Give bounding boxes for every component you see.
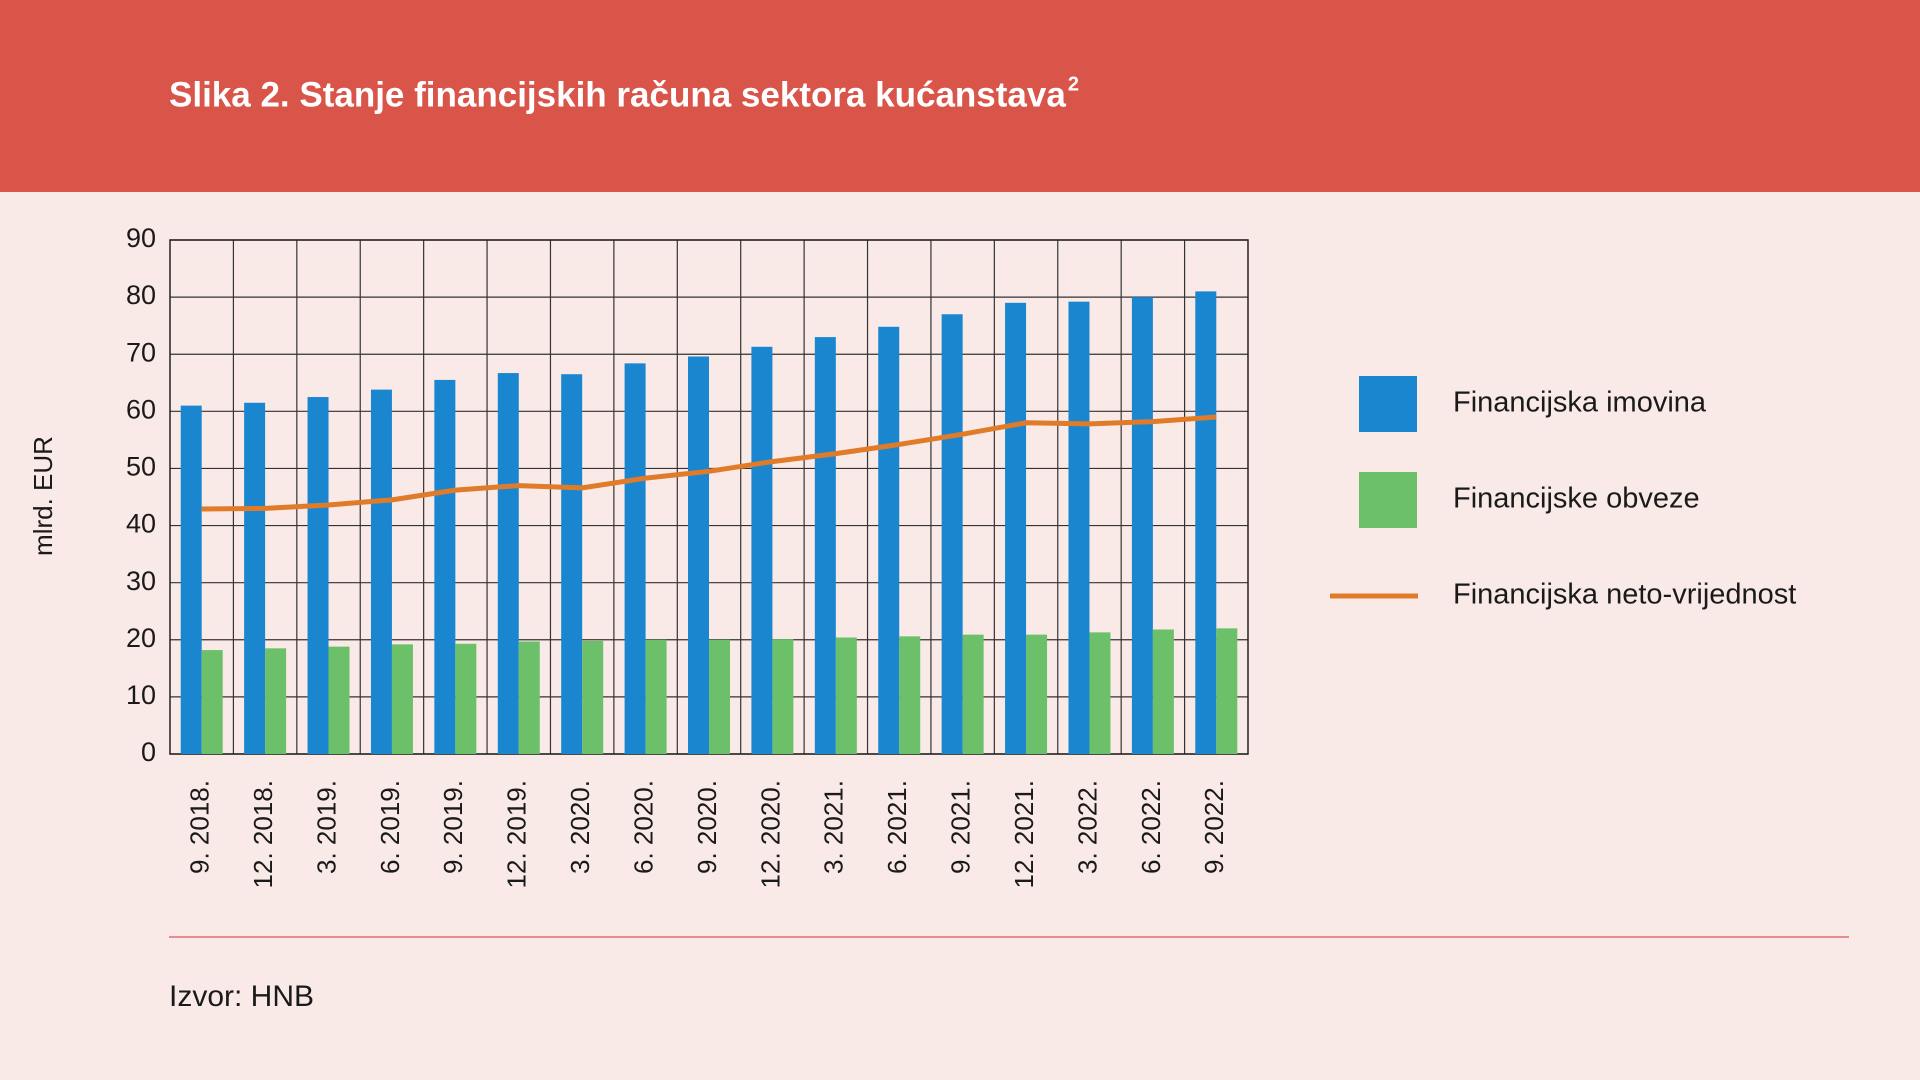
x-tick-label: 9. 2018. xyxy=(185,780,215,874)
bar xyxy=(1005,302,1027,754)
x-tick-label: 6. 2020. xyxy=(628,780,658,874)
title-superscript: 2 xyxy=(1068,73,1079,95)
bar xyxy=(878,326,900,754)
bar xyxy=(561,374,583,754)
x-tick-label: 3. 2022. xyxy=(1072,780,1102,874)
bar xyxy=(201,650,223,754)
x-tick-label: 6. 2019. xyxy=(375,780,405,874)
bar xyxy=(709,639,730,754)
y-axis-label: mlrd. EUR xyxy=(28,436,58,556)
bar xyxy=(497,373,519,754)
x-tick-label: 12. 2020. xyxy=(755,780,785,888)
x-tick-label: 6. 2022. xyxy=(1136,780,1166,874)
bar xyxy=(518,641,540,754)
y-tick-label: 0 xyxy=(141,737,156,767)
x-tick-label: 6. 2021. xyxy=(882,780,912,874)
bar xyxy=(814,337,836,754)
bar xyxy=(244,402,266,754)
legend-swatch xyxy=(1359,472,1417,528)
bar xyxy=(434,379,456,754)
bar xyxy=(391,644,413,754)
y-tick-label: 30 xyxy=(126,566,156,596)
x-tick-label: 9. 2022. xyxy=(1199,780,1229,874)
x-tick-label: 9. 2020. xyxy=(692,780,722,874)
bar xyxy=(899,636,921,754)
legend-label: Financijska imovina xyxy=(1453,387,1707,419)
bar xyxy=(688,356,709,754)
bar xyxy=(582,640,604,754)
y-tick-label: 40 xyxy=(126,509,156,539)
line xyxy=(201,414,1217,512)
y-tick-label: 80 xyxy=(126,280,156,310)
bar xyxy=(1026,634,1048,754)
y-tick-label: 60 xyxy=(126,394,156,424)
x-tick-label: 3. 2020. xyxy=(565,780,595,874)
legend-swatch xyxy=(1359,376,1417,432)
legend-label: Financijske obveze xyxy=(1453,483,1700,515)
bar xyxy=(180,405,202,754)
bar xyxy=(772,639,794,754)
bar xyxy=(624,363,646,754)
bar xyxy=(751,346,773,754)
legend-label: Financijska neto-vrijednost xyxy=(1453,579,1796,611)
header-band xyxy=(0,0,1920,192)
bar xyxy=(307,397,329,754)
bar xyxy=(1068,301,1090,754)
bar xyxy=(1216,628,1238,754)
bar xyxy=(645,639,667,754)
bar xyxy=(835,637,857,754)
x-tick-label: 9. 2021. xyxy=(946,780,976,874)
x-tick-label: 12. 2018. xyxy=(248,780,278,888)
bar xyxy=(370,389,392,754)
x-tick-label: 12. 2021. xyxy=(1009,780,1039,888)
y-tick-label: 10 xyxy=(126,680,156,710)
x-tick-label: 9. 2019. xyxy=(438,780,468,874)
source: Izvor: HNB xyxy=(169,980,314,1013)
y-tick-label: 50 xyxy=(126,452,156,482)
bar xyxy=(328,646,350,754)
bar xyxy=(941,314,963,754)
bar xyxy=(1195,291,1217,754)
x-tick-label: 3. 2021. xyxy=(819,780,849,874)
bar xyxy=(1089,632,1111,754)
chart-title: Slika 2. Stanje financijskih računa sekt… xyxy=(169,75,1066,114)
y-tick-label: 20 xyxy=(126,623,156,653)
bar xyxy=(265,648,287,754)
x-tick-label: 12. 2019. xyxy=(502,780,532,888)
bar xyxy=(1131,297,1153,754)
x-tick-label: 3. 2019. xyxy=(311,780,341,874)
y-tick-label: 90 xyxy=(126,223,156,253)
y-tick-label: 70 xyxy=(126,337,156,367)
bar xyxy=(962,634,984,754)
bar xyxy=(455,643,477,754)
bar xyxy=(1152,629,1174,754)
